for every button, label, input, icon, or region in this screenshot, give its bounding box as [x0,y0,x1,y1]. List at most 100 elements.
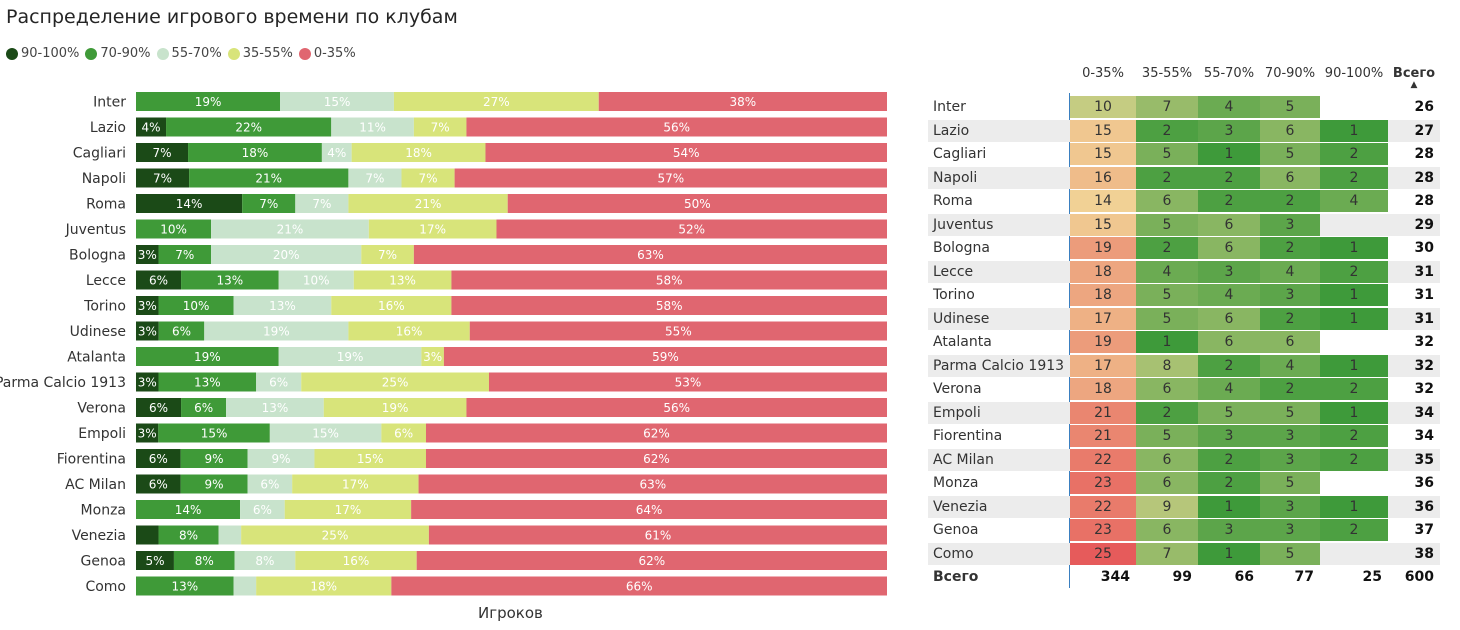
bar-segment[interactable] [158,525,219,545]
table-cell[interactable]: 4 [1198,96,1260,118]
bar-segment[interactable] [292,474,419,494]
table-row[interactable]: AC Milan 22 6 2 3 2 35 [928,448,1440,471]
bar-segment[interactable] [466,117,887,137]
bar-segment[interactable] [256,372,302,392]
table-cell[interactable]: 5 [1136,425,1198,447]
table-cell[interactable]: 2 [1198,354,1260,377]
bar-segment[interactable] [136,500,241,519]
table-row[interactable]: Roma 14 6 2 2 4 28 [928,190,1440,212]
row-total[interactable]: 28 [1414,193,1434,209]
bar-segment[interactable] [280,92,394,111]
bar-segment[interactable] [136,168,190,188]
bar-segment[interactable] [136,449,181,468]
row-total[interactable]: 31 [1414,287,1434,303]
table-cell[interactable]: 5 [1136,284,1198,306]
table-row[interactable]: Cagliari 15 5 1 5 2 28 [928,143,1440,165]
bar-segment[interactable] [451,270,887,290]
table-cell[interactable]: 5 [1260,401,1320,424]
table-cell[interactable]: 6 [1136,448,1198,471]
bar-segment[interactable] [507,194,887,213]
table-cell[interactable]: 6 [1136,190,1198,212]
bar-segment[interactable] [247,474,293,494]
legend-item[interactable]: 90-100% [6,46,79,61]
table-cell[interactable]: 6 [1260,331,1320,353]
bar-segment[interactable] [242,194,296,213]
table-cell[interactable]: 6 [1198,237,1260,259]
bar-segment[interactable] [466,398,887,417]
table-cell[interactable]: 10 [1070,96,1136,118]
row-total[interactable]: 34 [1414,428,1434,444]
bar-segment[interactable] [416,551,887,570]
table-cell[interactable]: 1 [1320,354,1388,377]
legend-item[interactable]: 0-35% [298,46,356,61]
table-cell[interactable]: 16 [1070,166,1136,189]
bar-segment[interactable] [158,245,212,264]
column-header[interactable]: Всего [1392,66,1436,81]
table-cell[interactable]: 7 [1136,542,1198,565]
bar-segment[interactable] [136,423,159,443]
table-cell[interactable]: 1 [1198,495,1260,518]
table-cell[interactable]: 1 [1320,307,1388,330]
table-cell[interactable]: 2 [1320,425,1388,447]
bar-segment[interactable] [158,423,270,443]
bar-segment[interactable] [136,219,212,239]
bar-segment[interactable] [136,117,167,137]
bar-segment[interactable] [314,449,426,468]
table-cell[interactable]: 18 [1070,378,1136,400]
table-cell[interactable]: 19 [1070,331,1136,353]
bar-segment[interactable] [226,398,324,417]
bar-segment[interactable] [278,270,354,290]
table-cell[interactable]: 2 [1136,119,1198,142]
table-cell[interactable]: 2 [1320,519,1388,541]
table-cell[interactable]: 3 [1198,119,1260,142]
bar-segment[interactable] [469,321,887,341]
row-total[interactable]: 31 [1414,263,1434,280]
table-cell[interactable]: 5 [1198,401,1260,424]
bar-segment[interactable] [158,321,205,341]
bar-segment[interactable] [181,270,279,290]
table-cell[interactable]: 19 [1070,237,1136,259]
bar-segment[interactable] [188,143,322,162]
table-cell[interactable]: 21 [1070,401,1136,424]
row-total[interactable]: 32 [1414,357,1434,374]
table-cell[interactable]: 2 [1320,166,1388,189]
bar-segment[interactable] [295,551,417,570]
table-cell[interactable]: 1 [1320,284,1388,306]
bar-segment[interactable] [391,576,887,596]
table-cell[interactable]: 17 [1070,307,1136,330]
row-total[interactable]: 34 [1414,404,1434,421]
bar-segment[interactable] [256,576,392,596]
table-cell[interactable] [1320,472,1388,494]
table-row[interactable]: Inter 10 7 4 5 26 [928,96,1440,118]
table-cell[interactable]: 4 [1198,284,1260,306]
legend-item[interactable]: 70-90% [85,46,151,61]
table-cell[interactable]: 6 [1136,472,1198,494]
bar-segment[interactable] [136,551,174,570]
table-cell[interactable]: 5 [1260,472,1320,494]
table-row[interactable]: Genoa 23 6 3 3 2 37 [928,519,1440,541]
column-header[interactable]: 0-35% [1082,66,1124,81]
table-cell[interactable]: 5 [1260,96,1320,118]
table-cell[interactable]: 4 [1136,260,1198,283]
bar-segment[interactable] [233,296,332,315]
bar-segment[interactable] [331,296,452,315]
bar-segment[interactable] [393,92,599,111]
column-header[interactable]: 70-90% [1264,66,1316,81]
table-row[interactable]: Venezia 22 9 1 3 1 36 [928,495,1440,518]
table-cell[interactable]: 3 [1260,448,1320,471]
bar-segment[interactable] [136,525,159,545]
table-row[interactable]: Lecce 18 4 3 4 2 31 [928,260,1440,283]
sort-arrow-icon[interactable]: ▲ [1410,80,1418,90]
bar-segment[interactable] [401,168,455,188]
bar-segment[interactable] [136,245,159,264]
table-cell[interactable]: 5 [1136,307,1198,330]
table-cell[interactable]: 1 [1198,143,1260,165]
table-cell[interactable]: 6 [1136,378,1198,400]
legend-item[interactable]: 55-70% [156,46,222,61]
table-row[interactable]: Como 25 7 1 5 38 [928,542,1440,565]
bar-segment[interactable] [233,576,257,596]
table-cell[interactable]: 2 [1136,166,1198,189]
row-total[interactable]: 38 [1414,545,1434,562]
table-cell[interactable]: 3 [1260,495,1320,518]
table-cell[interactable] [1320,331,1388,353]
